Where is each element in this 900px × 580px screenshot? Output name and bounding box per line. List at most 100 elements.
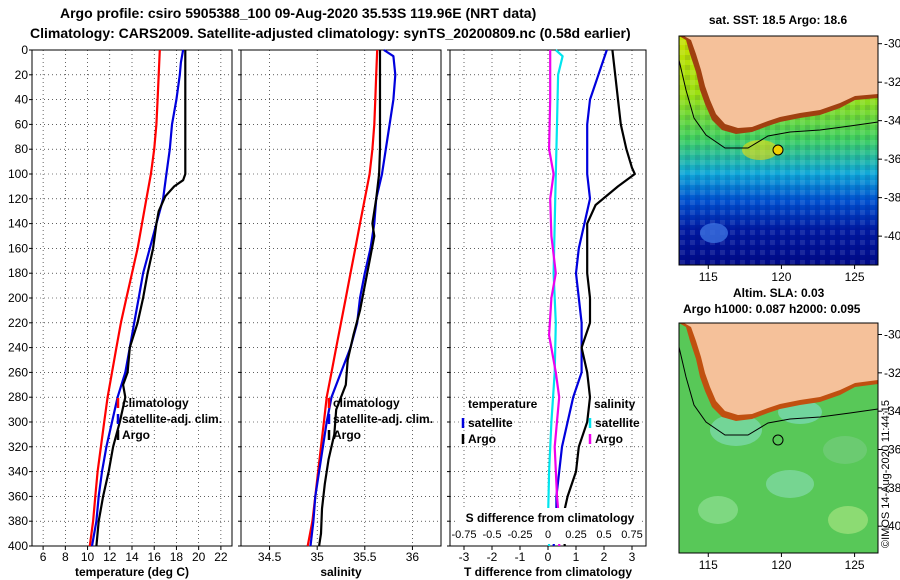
sla-blob	[698, 496, 738, 524]
secondary-x-tick-label: -0.25	[507, 529, 532, 541]
x-tick-label: -1	[515, 550, 526, 564]
legend-label: climatology	[333, 396, 400, 410]
secondary-x-tick-label: 0.5	[596, 529, 611, 541]
x-tick-label: 35.5	[353, 550, 377, 564]
map-y-tick-label: -38	[884, 191, 900, 205]
sla-land	[684, 323, 878, 415]
map-y-tick-label: -34	[884, 404, 900, 418]
x-tick-label: 36	[406, 550, 420, 564]
salinity-panel: 34.5 35 35.5 36 salinity climatology satellite…	[238, 49, 442, 579]
secondary-x-tick-label: 0.75	[621, 529, 642, 541]
timestamp-watermark: ©IMOS 14-Aug-2020 11:44:15	[880, 400, 892, 548]
legend-title-salinity: salinity	[594, 397, 636, 411]
y-tick-label: 160	[8, 241, 28, 255]
sla-map-title: Altim. SLA: 0.03	[733, 286, 825, 300]
map-y-tick-label: -32	[884, 75, 900, 89]
map-y-tick-label: -40	[884, 229, 900, 243]
map-y-tick-label: -34	[884, 114, 900, 128]
y-tick-label: 260	[8, 365, 28, 379]
y-tick-label: 400	[8, 539, 28, 553]
legend-label: satellite-adj. clim.	[333, 412, 433, 426]
sst-warm-patch	[742, 140, 778, 160]
map-y-tick-label: -30	[884, 37, 900, 51]
x-axis-label: salinity	[320, 565, 362, 579]
map-x-tick-label: 125	[845, 558, 865, 572]
secondary-x-axis-label: S difference from climatology	[466, 511, 635, 525]
sst-land	[684, 36, 878, 128]
legend-label: satellite-adj. clim.	[122, 412, 222, 426]
map-x-tick-label: 125	[845, 270, 865, 284]
sla-blob	[710, 414, 762, 446]
y-tick-label: 320	[8, 440, 28, 454]
y-tick-label: 280	[8, 390, 28, 404]
sst-depth-contour	[679, 59, 878, 149]
x-tick-label: 12	[103, 550, 117, 564]
x-tick-label: 2	[601, 550, 608, 564]
plot-title-line1: Argo profile: csiro 5905388_100 09-Aug-2…	[60, 5, 537, 21]
map-y-tick-label: -30	[884, 328, 900, 342]
y-tick-label: 20	[15, 68, 29, 82]
y-tick-label: 240	[8, 341, 28, 355]
y-tick-label: 180	[8, 266, 28, 280]
sla-map: Altim. SLA: 0.03 Argo h1000: 0.087 h2000…	[678, 286, 900, 572]
y-tick-label: 360	[8, 489, 28, 503]
legend-label: Argo	[122, 428, 150, 442]
legend-label: Argo	[468, 432, 496, 446]
y-tick-label: 380	[8, 514, 28, 528]
sla-depth-contour	[679, 346, 878, 436]
series-line-satellite-adj-clim	[90, 49, 185, 547]
sla-blob	[823, 436, 867, 464]
x-axis-label: T difference from climatology	[464, 565, 632, 579]
series-line-argo	[318, 50, 382, 547]
legend-label: climatology	[122, 396, 189, 410]
difference-panel: -3 -2 -1 0 1 2 3T difference from climatology S…	[447, 49, 647, 579]
series-line-s-satellite	[546, 49, 564, 547]
y-tick-label: 140	[8, 217, 28, 231]
series-line-s-argo	[547, 50, 561, 546]
sst-map-title: sat. SST: 18.5 Argo: 18.6	[709, 13, 848, 27]
map-y-tick-label: -36	[884, 152, 900, 166]
y-tick-label: 80	[15, 142, 29, 156]
series-line-climatology	[88, 49, 161, 547]
sst-eddy	[700, 223, 728, 243]
x-tick-label: 20	[192, 550, 206, 564]
series-line-satellite-adj-clim	[309, 49, 397, 547]
map-x-tick-label: 120	[771, 270, 791, 284]
legend-label: satellite	[468, 416, 513, 430]
sst-argo-marker	[772, 144, 784, 156]
series-line-t-argo	[560, 49, 636, 547]
legend-label: Argo	[595, 432, 623, 446]
map-x-tick-label: 115	[699, 270, 718, 284]
x-tick-label: -3	[459, 550, 470, 564]
y-tick-label: 40	[15, 93, 29, 107]
y-tick-label: 0	[21, 43, 28, 57]
plot-title-line2: Climatology: CARS2009. Satellite-adjuste…	[30, 25, 631, 41]
secondary-x-tick-label: -0.75	[451, 529, 476, 541]
y-tick-label: 300	[8, 415, 28, 429]
x-tick-label: 3	[629, 550, 636, 564]
x-tick-label: 6	[40, 550, 47, 564]
y-tick-label: 200	[8, 291, 28, 305]
sla-argo-marker	[772, 434, 784, 446]
x-tick-label: 1	[573, 550, 580, 564]
x-tick-label: -2	[487, 550, 498, 564]
map-x-tick-label: 120	[771, 558, 791, 572]
y-tick-label: 340	[8, 465, 28, 479]
legend-title-temperature: temperature	[468, 397, 538, 411]
map-y-tick-label: -38	[884, 481, 900, 495]
sla-blob	[766, 470, 814, 498]
x-tick-label: 8	[62, 550, 69, 564]
x-tick-label: 10	[81, 550, 95, 564]
y-tick-label: 100	[8, 167, 28, 181]
y-tick-label: 220	[8, 316, 28, 330]
x-tick-label: 14	[125, 550, 139, 564]
sla-blob	[828, 506, 868, 534]
x-tick-label: 35	[311, 550, 325, 564]
temperature-panel: 6 8 10 12 14 16 18 20 22020406080100120140160180…	[8, 43, 233, 579]
secondary-axis-backdrop	[455, 508, 641, 544]
x-tick-label: 18	[170, 550, 184, 564]
sst-map: sat. SST: 18.5 Argo: 18.6 -30 -32 -34 -36 -3…	[678, 13, 900, 284]
map-y-tick-label: -40	[884, 519, 900, 533]
x-tick-label: 0	[545, 550, 552, 564]
x-tick-label: 16	[148, 550, 162, 564]
